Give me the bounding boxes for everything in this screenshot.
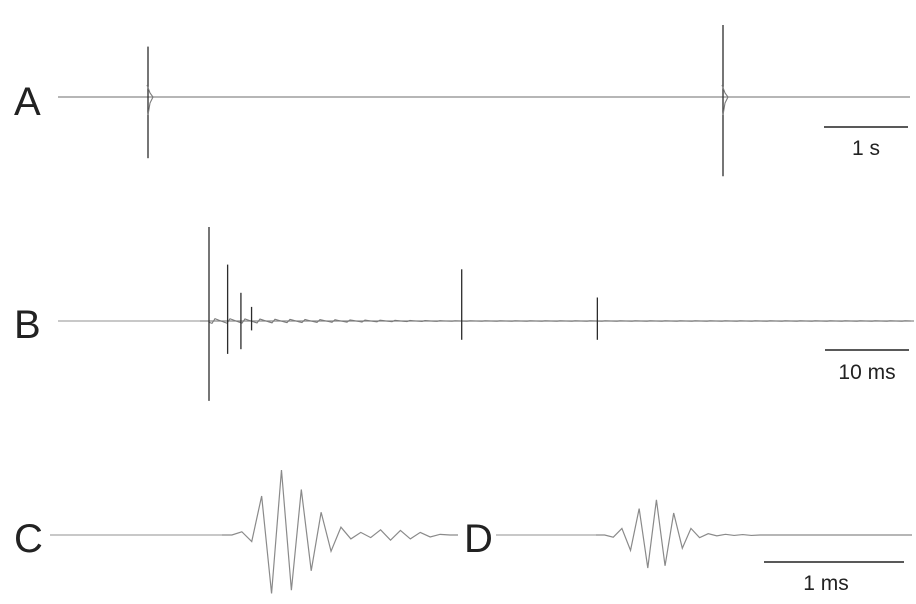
panel-a: A 1 s xyxy=(14,25,910,177)
scalebar-label-a: 1 s xyxy=(852,137,880,160)
trace-a-spikes xyxy=(146,25,729,177)
trace-a-spike-tail-1 xyxy=(721,84,729,116)
scalebar-label-d: 1 ms xyxy=(803,572,849,595)
trace-b-spikes xyxy=(208,227,599,401)
panel-label-b: B xyxy=(14,303,41,347)
trace-a-spike-tail-0 xyxy=(146,84,154,116)
panel-b: B 10 ms xyxy=(14,227,914,401)
panel-c: C xyxy=(14,469,458,594)
trace-b-noise-path xyxy=(208,317,912,325)
panel-d: D 1 ms xyxy=(464,499,912,595)
trace-b-noise xyxy=(208,317,912,325)
panel-label-c: C xyxy=(14,517,43,561)
trace-d-waveform xyxy=(596,499,912,569)
trace-c-waveform xyxy=(222,469,458,594)
scalebar-label-b: 10 ms xyxy=(838,361,895,384)
panel-label-a: A xyxy=(14,80,41,124)
panel-label-d: D xyxy=(464,517,493,561)
